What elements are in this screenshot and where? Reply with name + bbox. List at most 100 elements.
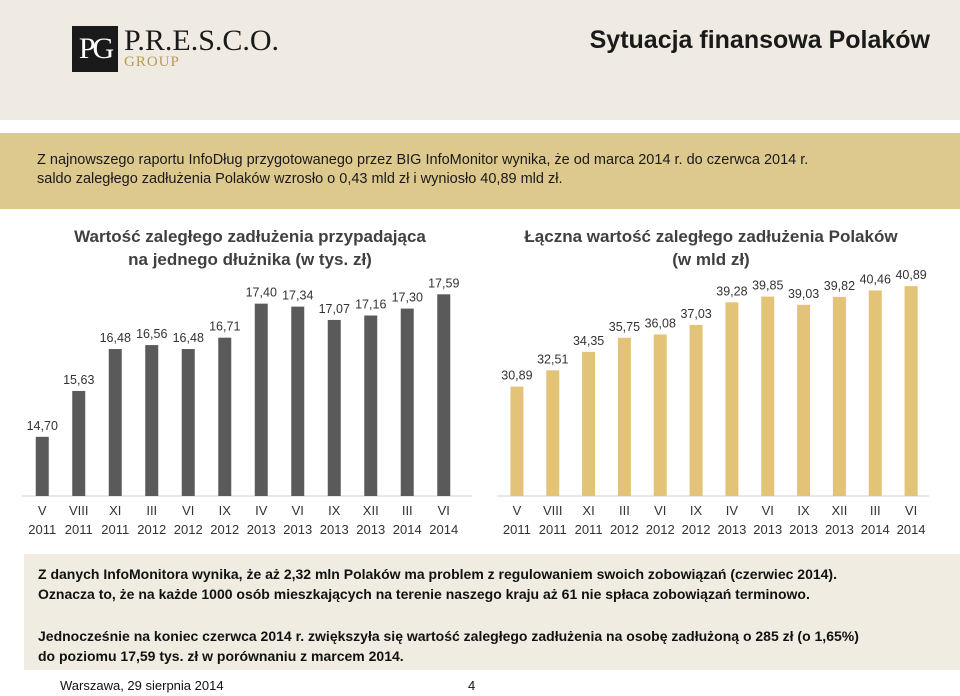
chart-left-title-line-1: Wartość zaległego zadłużenia przypadając… xyxy=(74,227,426,246)
chart-right-bar xyxy=(617,337,631,496)
chart-left-tick-year: 2011 xyxy=(101,522,129,537)
chart-right-value-label: 36,08 xyxy=(645,316,676,330)
company-logo: PG P.R.E.S.C.O. GROUP xyxy=(72,24,279,74)
chart-left-bar xyxy=(400,308,414,496)
chart-left-value-label: 16,48 xyxy=(173,331,204,345)
chart-right-value-label: 32,51 xyxy=(537,352,568,366)
chart-right-bar xyxy=(832,296,846,496)
chart-right-title-line-2: (w mld zł) xyxy=(672,250,749,269)
chart-left-tick-year: 2011 xyxy=(65,522,93,537)
info-paragraph-1-line-1: Z danych InfoMonitora wynika, że aż 2,32… xyxy=(38,566,837,582)
chart-left-value-label: 17,34 xyxy=(282,289,313,303)
chart-right-tick-year: 2012 xyxy=(682,522,711,537)
page-title: Sytuacja finansowa Polaków xyxy=(589,26,930,54)
chart-right-value-label: 39,82 xyxy=(824,279,855,293)
chart-right-value-label: 39,03 xyxy=(788,287,819,301)
chart-left-tick-month: IX xyxy=(328,503,341,518)
chart-right-bar xyxy=(546,370,560,496)
chart-right-tick-year: 2013 xyxy=(789,522,818,537)
page-number: 4 xyxy=(468,678,476,693)
chart-left-tick-month: IX xyxy=(219,503,232,518)
chart-left-tick-year: 2012 xyxy=(210,522,239,537)
chart-left-tick-month: XI xyxy=(109,503,121,518)
chart-right-bar xyxy=(510,386,524,496)
chart-left-tick-month: XII xyxy=(363,503,379,518)
chart-left-value-label: 16,71 xyxy=(209,320,240,334)
chart-right-tick-year: 2011 xyxy=(575,522,603,537)
chart-right-tick-month: V xyxy=(513,503,522,518)
chart-left-tick-year: 2012 xyxy=(174,522,203,537)
chart-left-tick-month: VI xyxy=(438,503,450,518)
chart-right-tick-month: IX xyxy=(690,503,703,518)
chart-left-tick-year: 2013 xyxy=(320,522,349,537)
intro-line-1: Z najnowszego raportu InfoDług przygotow… xyxy=(37,152,809,168)
chart-right-value-label: 40,89 xyxy=(895,268,926,282)
chart-right-tick-year: 2013 xyxy=(717,522,746,537)
chart-right-title-line-1: Łączna wartość zaległego zadłużenia Pola… xyxy=(524,227,898,246)
chart-left-bar xyxy=(291,306,305,496)
chart-left-value-label: 15,63 xyxy=(63,373,94,387)
chart-right-value-label: 37,03 xyxy=(680,307,711,321)
intro-line-2: saldo zaległego zadłużenia Polaków wzros… xyxy=(37,171,563,187)
chart-right-tick-month: VI xyxy=(654,503,666,518)
chart-left-tick-year: 2012 xyxy=(137,522,166,537)
chart-left-tick-month: VIII xyxy=(69,503,89,518)
info-paragraph-2-line-1: Jednocześnie na koniec czerwca 2014 r. z… xyxy=(38,628,859,644)
footer-date: Warszawa, 29 sierpnia 2014 xyxy=(60,678,224,693)
chart-right-tick-month: XII xyxy=(831,503,847,518)
chart-right-tick-month: III xyxy=(870,503,881,518)
chart-left-value-label: 17,16 xyxy=(355,297,386,311)
chart-right-tick-year: 2012 xyxy=(610,522,639,537)
intro-text: Z najnowszego raportu InfoDług przygotow… xyxy=(37,151,937,189)
chart-right-bar xyxy=(868,290,882,496)
chart-right-value-label: 39,85 xyxy=(752,279,783,293)
chart-right-bar xyxy=(904,286,918,496)
chart-left-bar xyxy=(254,303,268,496)
chart-right-bar xyxy=(653,334,667,496)
chart-left-bar xyxy=(181,349,195,496)
chart-left-value-label: 14,70 xyxy=(27,419,58,433)
chart-right-tick-year: 2013 xyxy=(825,522,854,537)
logo-subtitle: GROUP xyxy=(124,54,180,70)
chart-left-tick-month: III xyxy=(402,503,413,518)
chart-right-tick-year: 2013 xyxy=(753,522,782,537)
chart-left-value-label: 17,59 xyxy=(428,276,459,290)
chart-left-tick-year: 2014 xyxy=(393,522,422,537)
chart-right-tick-month: VI xyxy=(762,503,774,518)
chart-right-bar xyxy=(689,324,703,496)
chart-left-tick-month: VI xyxy=(182,503,194,518)
chart-left-value-label: 17,30 xyxy=(392,291,423,305)
chart-left-title-line-2: na jednego dłużnika (w tys. zł) xyxy=(128,250,372,269)
chart-left-tick-year: 2011 xyxy=(28,522,56,537)
chart-right-tick-month: IX xyxy=(797,503,810,518)
chart-left-tick-month: III xyxy=(146,503,157,518)
chart-right-value-label: 35,75 xyxy=(609,320,640,334)
chart-left-tick-year: 2014 xyxy=(429,522,458,537)
chart-right-bar xyxy=(582,351,596,496)
chart-right-bar xyxy=(761,296,775,496)
chart-right-tick-year: 2011 xyxy=(503,522,531,537)
chart-debt-per-debtor: Wartość zaległego zadłużenia przypadając… xyxy=(22,227,472,537)
info-box: Z danych InfoMonitora wynika, że aż 2,32… xyxy=(24,554,960,670)
chart-left-value-label: 17,40 xyxy=(246,286,277,300)
chart-left-tick-month: IV xyxy=(255,503,268,518)
chart-left-bar xyxy=(35,436,49,496)
chart-left-bar xyxy=(327,319,341,496)
chart-right-tick-month: IV xyxy=(726,503,739,518)
chart-right-value-label: 30,89 xyxy=(501,369,532,383)
chart-right-tick-year: 2014 xyxy=(861,522,890,537)
logo-mark-icon: PG xyxy=(72,26,118,72)
chart-right-tick-month: VIII xyxy=(543,503,563,518)
chart-right-tick-month: III xyxy=(619,503,630,518)
intro-box: Z najnowszego raportu InfoDług przygotow… xyxy=(0,133,960,209)
chart-left-bar xyxy=(145,345,159,496)
chart-left-bar xyxy=(218,337,232,496)
chart-right-tick-month: XI xyxy=(582,503,594,518)
chart-left-value-label: 17,07 xyxy=(319,302,350,316)
chart-left-tick-year: 2013 xyxy=(356,522,385,537)
chart-total-debt: Łączna wartość zaległego zadłużenia Pola… xyxy=(497,227,929,537)
logo-name: P.R.E.S.C.O. xyxy=(124,24,280,57)
header-banner: PG P.R.E.S.C.O. GROUP Sytuacja finansowa… xyxy=(0,0,960,120)
chart-left-tick-year: 2013 xyxy=(283,522,312,537)
chart-left-bar xyxy=(364,315,378,496)
